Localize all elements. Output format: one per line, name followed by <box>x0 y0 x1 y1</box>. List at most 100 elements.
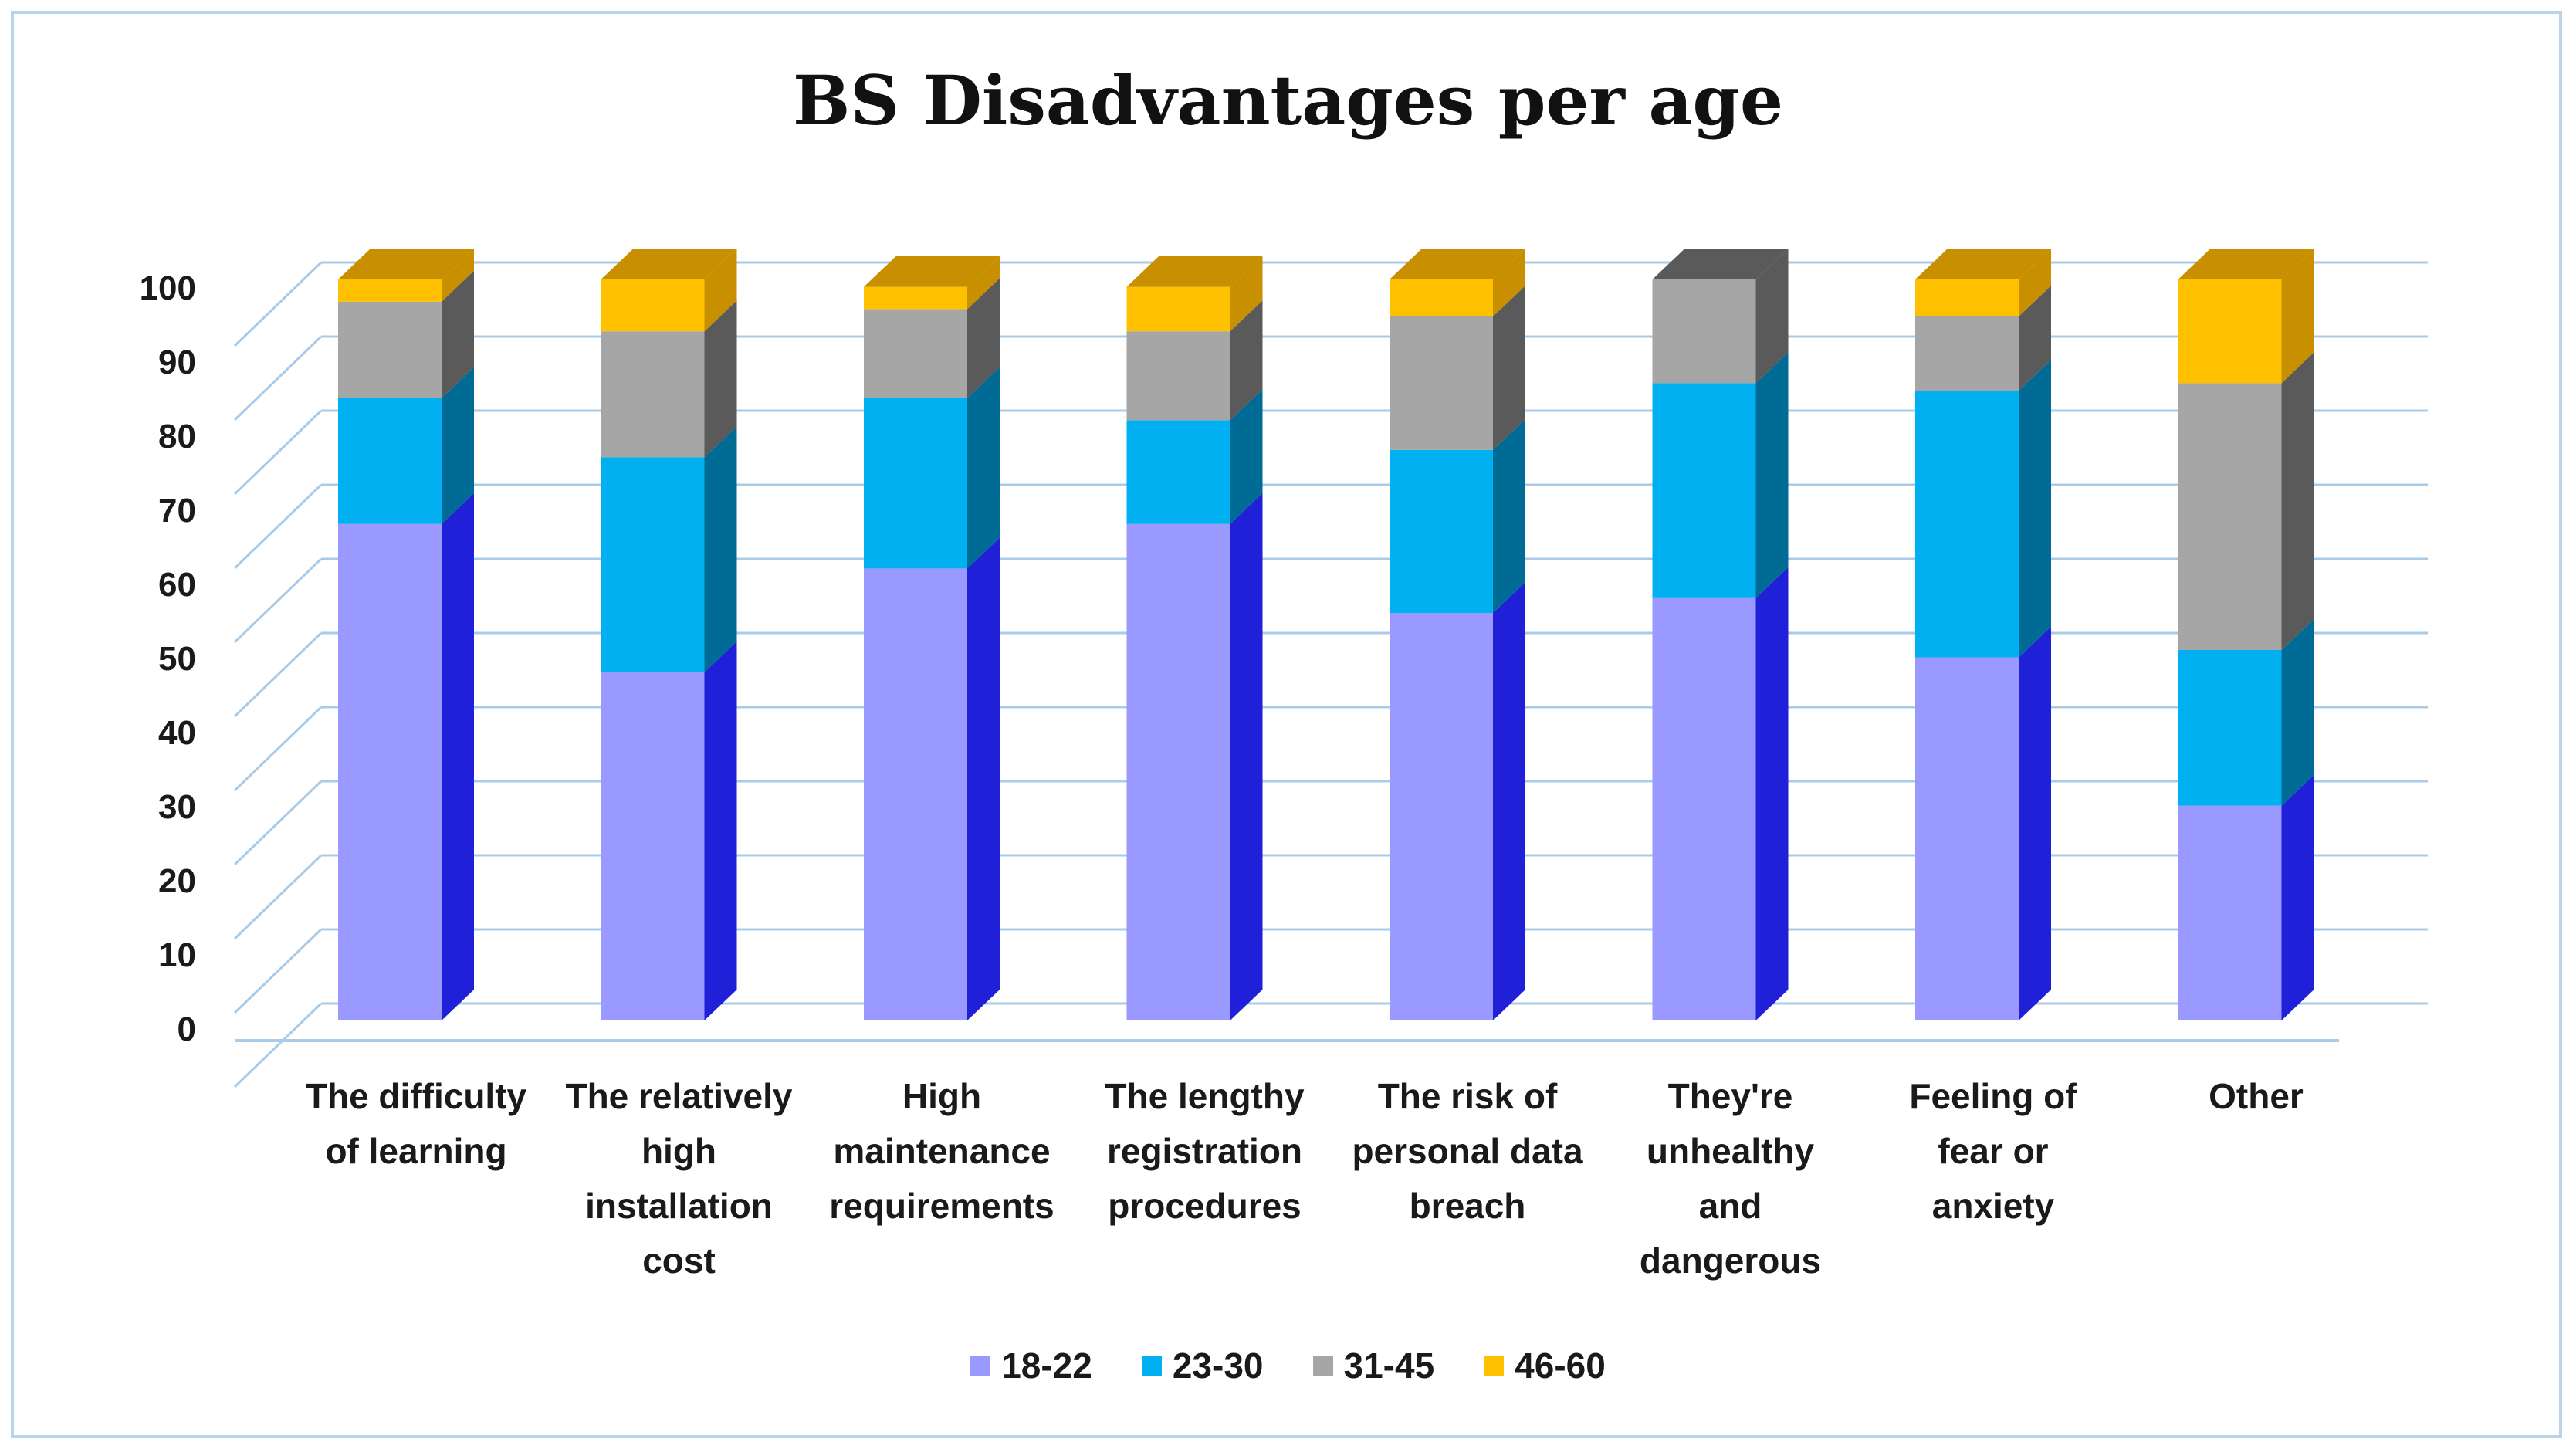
bar-side-31-45 <box>1493 286 1525 450</box>
category-label-line: unhealthy <box>1647 1131 1815 1171</box>
bar-side-23-30 <box>2019 360 2051 658</box>
category-label-line: of learning <box>325 1131 506 1171</box>
legend-swatch <box>1312 1356 1333 1376</box>
bar-side-31-45 <box>442 270 474 398</box>
category-label-line: dangerous <box>1640 1240 1821 1281</box>
bar-side-31-45 <box>2019 286 2051 391</box>
category-label-line: They're <box>1668 1076 1793 1116</box>
category-label-line: anxiety <box>1932 1186 2055 1226</box>
y-tick-label: 50 <box>158 640 196 678</box>
category-label-line: Other <box>2209 1076 2304 1116</box>
bar-side-23-30 <box>2281 619 2314 806</box>
bar-segment-18-22 <box>338 523 442 1020</box>
bar-segment-23-30 <box>601 457 705 672</box>
bar-segment-23-30 <box>1390 449 1493 613</box>
y-tick-label: 70 <box>158 492 196 530</box>
bar-side-23-30 <box>1230 389 1263 524</box>
legend-swatch <box>1484 1356 1505 1376</box>
y-tick-label: 30 <box>158 788 196 826</box>
bar-stack <box>1652 249 1789 1020</box>
bar-side-23-30 <box>967 367 1000 569</box>
bar-side-18-22 <box>1755 567 1789 1020</box>
legend-swatch <box>970 1356 991 1376</box>
bar-side-46-60 <box>1230 256 1263 332</box>
bar-segment-23-30 <box>2178 650 2282 806</box>
legend-label: 18-22 <box>1001 1345 1092 1386</box>
y-tick-label: 20 <box>158 862 196 900</box>
bar-segment-23-30 <box>1126 420 1230 524</box>
bar-side-18-22 <box>1230 492 1263 1020</box>
x-axis-categories: The difficulty of learning The relatively h… <box>306 1076 2304 1281</box>
gridline-side <box>233 261 323 347</box>
gridline-side <box>233 483 323 570</box>
bar-segment-31-45 <box>601 331 705 458</box>
category-label: High maintenance requirements <box>829 1076 1054 1226</box>
bar-top-cap <box>864 256 1000 287</box>
category-label-line: high <box>641 1131 716 1171</box>
category-label: The difficulty of learning <box>306 1076 527 1171</box>
category-label-line: The lengthy <box>1105 1076 1305 1116</box>
legend-label: 31-45 <box>1343 1345 1435 1386</box>
category-label-line: requirements <box>829 1186 1054 1226</box>
category-label-line: maintenance <box>833 1131 1050 1171</box>
bar-top-cap <box>601 249 737 279</box>
bar-side-46-60 <box>442 249 474 302</box>
legend-label: 46-60 <box>1515 1345 1606 1386</box>
bar-stack <box>338 249 474 1020</box>
legend-label: 23-30 <box>1172 1345 1264 1386</box>
category-label-line: The risk of <box>1378 1076 1558 1116</box>
gridline-side <box>233 409 323 496</box>
category-label-line: procedures <box>1108 1186 1302 1226</box>
bar-segment-31-45 <box>1652 279 1756 384</box>
stacked-bars <box>338 249 2314 1020</box>
bar-side-18-22 <box>442 492 474 1020</box>
gridline-side <box>233 854 323 940</box>
bar-segment-46-60 <box>1126 286 1230 332</box>
bar-stack <box>1126 256 1263 1020</box>
category-label-line: Feeling of <box>1909 1076 2077 1116</box>
bar-segment-46-60 <box>601 279 705 332</box>
bar-side-18-22 <box>2019 626 2051 1020</box>
bar-side-18-22 <box>2281 774 2314 1020</box>
bar-segment-18-22 <box>2178 805 2282 1020</box>
bar-top-cap <box>338 249 474 279</box>
gridline-side <box>233 928 323 1014</box>
bar-segment-18-22 <box>601 672 705 1020</box>
bar-segment-31-45 <box>864 309 967 398</box>
legend-item: 46-60 <box>1484 1345 1606 1386</box>
bar-side-31-45 <box>967 278 1000 398</box>
bar-side-23-30 <box>704 426 737 672</box>
category-label-line: The relatively <box>565 1076 792 1116</box>
chart-title: BS Disadvantages per age <box>793 60 1783 140</box>
bar-side-31-45 <box>704 300 737 458</box>
bar-segment-46-60 <box>2178 279 2282 384</box>
bar-side-46-60 <box>2281 249 2314 384</box>
category-label-line: breach <box>1410 1186 1526 1226</box>
y-tick-label: 60 <box>158 566 196 604</box>
gridline-side <box>233 557 323 644</box>
legend-item: 23-30 <box>1141 1345 1264 1386</box>
bar-side-23-30 <box>1755 352 1789 598</box>
bar-side-31-45 <box>1230 300 1263 421</box>
bar-top-cap <box>2178 249 2314 279</box>
gridline-side <box>233 706 323 792</box>
bar-segment-18-22 <box>1126 523 1230 1020</box>
bar-side-18-22 <box>704 641 737 1020</box>
category-label-line: registration <box>1107 1131 1302 1171</box>
y-axis-ticks: 0 10 20 30 40 50 60 70 80 90 100 <box>140 269 196 1048</box>
bar-segment-18-22 <box>864 568 967 1020</box>
y-tick-label: 100 <box>140 269 196 307</box>
bar-stack <box>2178 249 2314 1020</box>
gridline-side <box>233 631 323 718</box>
bar-top-cap <box>1126 256 1263 287</box>
bar-side-31-45 <box>2281 352 2314 650</box>
category-label: Feeling of fear or anxiety <box>1909 1076 2077 1226</box>
category-label-line: High <box>902 1076 981 1116</box>
category-label-line: fear or <box>1938 1131 2048 1171</box>
bar-top-cap <box>1652 249 1789 279</box>
y-tick-label: 80 <box>158 418 196 455</box>
bar-segment-23-30 <box>1652 383 1756 598</box>
bar-side-46-60 <box>704 249 737 332</box>
bar-top-cap <box>1390 249 1525 279</box>
